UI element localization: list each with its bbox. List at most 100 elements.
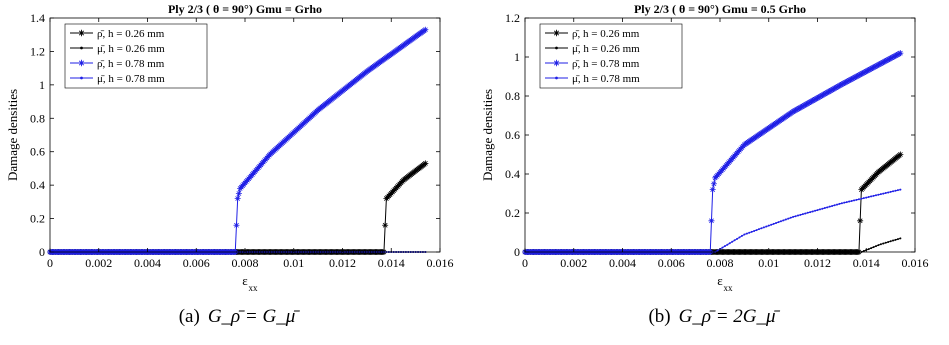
- data-point: [858, 70, 865, 77]
- x-tick-label: 0: [522, 256, 528, 270]
- data-point: [864, 67, 871, 74]
- data-point: [896, 238, 899, 241]
- data-point: [886, 55, 893, 62]
- legend-entry: μ̄, h = 0.26 mm: [97, 43, 165, 55]
- data-point: [728, 242, 731, 245]
- data-point: [854, 72, 861, 79]
- data-point: [801, 213, 804, 216]
- data-point: [745, 232, 748, 235]
- data-point: [838, 202, 841, 205]
- data-point: [875, 245, 877, 248]
- data-point: [831, 204, 834, 207]
- data-point: [844, 78, 851, 85]
- data-point: [849, 75, 856, 82]
- data-point: [721, 246, 724, 249]
- legend-marker: [553, 29, 560, 37]
- data-point: [842, 79, 849, 86]
- series-0: [522, 151, 904, 255]
- data-point: [848, 76, 855, 83]
- data-point: [874, 62, 881, 69]
- data-point: [879, 193, 882, 196]
- legend-entry: ρ̄, h = 0.26 mm: [97, 28, 165, 40]
- data-point: [885, 56, 892, 63]
- x-tick-label: 0.01: [283, 256, 304, 270]
- legend-entry: μ̄, h = 0.78 mm: [572, 73, 640, 85]
- data-point: [762, 226, 765, 229]
- data-point: [797, 214, 799, 217]
- data-point: [851, 74, 858, 81]
- data-point: [894, 189, 897, 192]
- x-tick-label: 0: [47, 256, 53, 270]
- x-axis-label-sub: xx: [724, 283, 734, 293]
- data-point: [723, 245, 726, 248]
- data-point: [890, 54, 897, 60]
- legend-marker: [555, 76, 558, 80]
- x-tick-label: 0.008: [232, 256, 259, 270]
- data-point: [708, 217, 715, 224]
- data-point: [755, 229, 758, 232]
- data-point: [859, 70, 866, 77]
- data-point: [865, 67, 872, 73]
- data-point: [862, 250, 865, 253]
- x-axis-label: ε: [717, 273, 723, 288]
- data-point: [789, 216, 792, 219]
- data-point: [235, 190, 242, 197]
- x-tick-label: 0.002: [560, 256, 587, 270]
- data-point: [845, 201, 848, 204]
- data-point: [860, 69, 867, 76]
- data-point: [857, 198, 860, 201]
- data-point: [866, 66, 873, 73]
- data-point: [887, 55, 894, 62]
- chart-panel-b: Ply 2/3 ( θ = 90°) Gmu = 0.5 Grho 0 0.002 0…: [475, 0, 949, 345]
- data-point: [893, 52, 900, 59]
- data-point: [883, 57, 890, 64]
- data-point: [818, 208, 821, 211]
- y-tick-label: 0.6: [505, 128, 520, 142]
- data-point: [888, 54, 895, 61]
- data-point: [897, 151, 904, 158]
- y-tick-label: 1: [39, 78, 45, 92]
- data-point: [733, 239, 736, 242]
- data-point: [850, 199, 853, 202]
- data-point: [792, 215, 795, 218]
- data-point: [884, 192, 887, 195]
- data-point: [848, 200, 851, 203]
- data-point: [422, 160, 429, 167]
- data-point: [870, 195, 873, 198]
- data-point: [868, 65, 875, 72]
- chart-panel-a: Ply 2/3 ( θ = 90°) Gmu = Grho 0 0.002 0.004…: [0, 0, 474, 345]
- data-point: [873, 63, 879, 70]
- data-point: [846, 77, 853, 84]
- data-point: [879, 243, 882, 246]
- data-point: [736, 237, 739, 240]
- data-point: [760, 227, 763, 230]
- legend-entry: μ̄, h = 0.78 mm: [97, 73, 165, 85]
- data-point: [816, 209, 819, 212]
- data-point: [811, 210, 814, 213]
- data-point: [740, 234, 743, 237]
- chart-b: Ply 2/3 ( θ = 90°) Gmu = 0.5 Grho 0 0.002 0…: [480, 2, 929, 293]
- data-point: [826, 206, 829, 209]
- data-point: [738, 236, 741, 239]
- data-point: [887, 191, 890, 194]
- legend-entry: ρ̄, h = 0.26 mm: [572, 28, 640, 40]
- data-point: [731, 240, 734, 243]
- data-point: [847, 76, 854, 83]
- data-point: [804, 212, 807, 215]
- data-point: [882, 242, 885, 245]
- y-tick-label: 0: [514, 245, 520, 259]
- x-tick-label: 0.002: [85, 256, 112, 270]
- data-point: [877, 244, 880, 247]
- data-point: [899, 237, 902, 240]
- data-point: [855, 72, 862, 79]
- data-point: [867, 195, 870, 198]
- x-tick-label: 0.004: [609, 256, 636, 270]
- legend: ρ̄, h = 0.26 mm μ̄, h = 0.26 mm ρ̄, h = 0.…: [64, 23, 208, 89]
- caption-formula: G_ρ̄ = G_μ̄: [207, 306, 296, 327]
- caption-b: (b) G_ρ̄ = 2G_μ̄: [475, 306, 949, 328]
- data-point: [852, 74, 859, 81]
- y-tick-label: 1.2: [30, 44, 45, 58]
- data-point: [765, 225, 768, 228]
- data-point: [814, 209, 817, 212]
- data-point: [862, 68, 869, 75]
